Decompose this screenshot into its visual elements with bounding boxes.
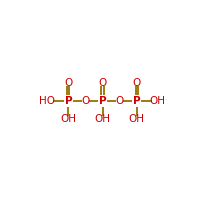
Text: O: O bbox=[64, 78, 73, 88]
Text: OH: OH bbox=[60, 114, 76, 124]
Text: P: P bbox=[99, 96, 106, 106]
Text: O: O bbox=[115, 96, 124, 106]
Text: O: O bbox=[81, 96, 90, 106]
Text: O: O bbox=[132, 78, 141, 88]
Text: OH: OH bbox=[150, 96, 166, 106]
Text: HO: HO bbox=[39, 96, 55, 106]
Text: OH: OH bbox=[129, 114, 145, 124]
Text: P: P bbox=[133, 96, 140, 106]
Text: P: P bbox=[65, 96, 72, 106]
Text: O: O bbox=[98, 78, 107, 88]
Text: OH: OH bbox=[95, 114, 110, 124]
